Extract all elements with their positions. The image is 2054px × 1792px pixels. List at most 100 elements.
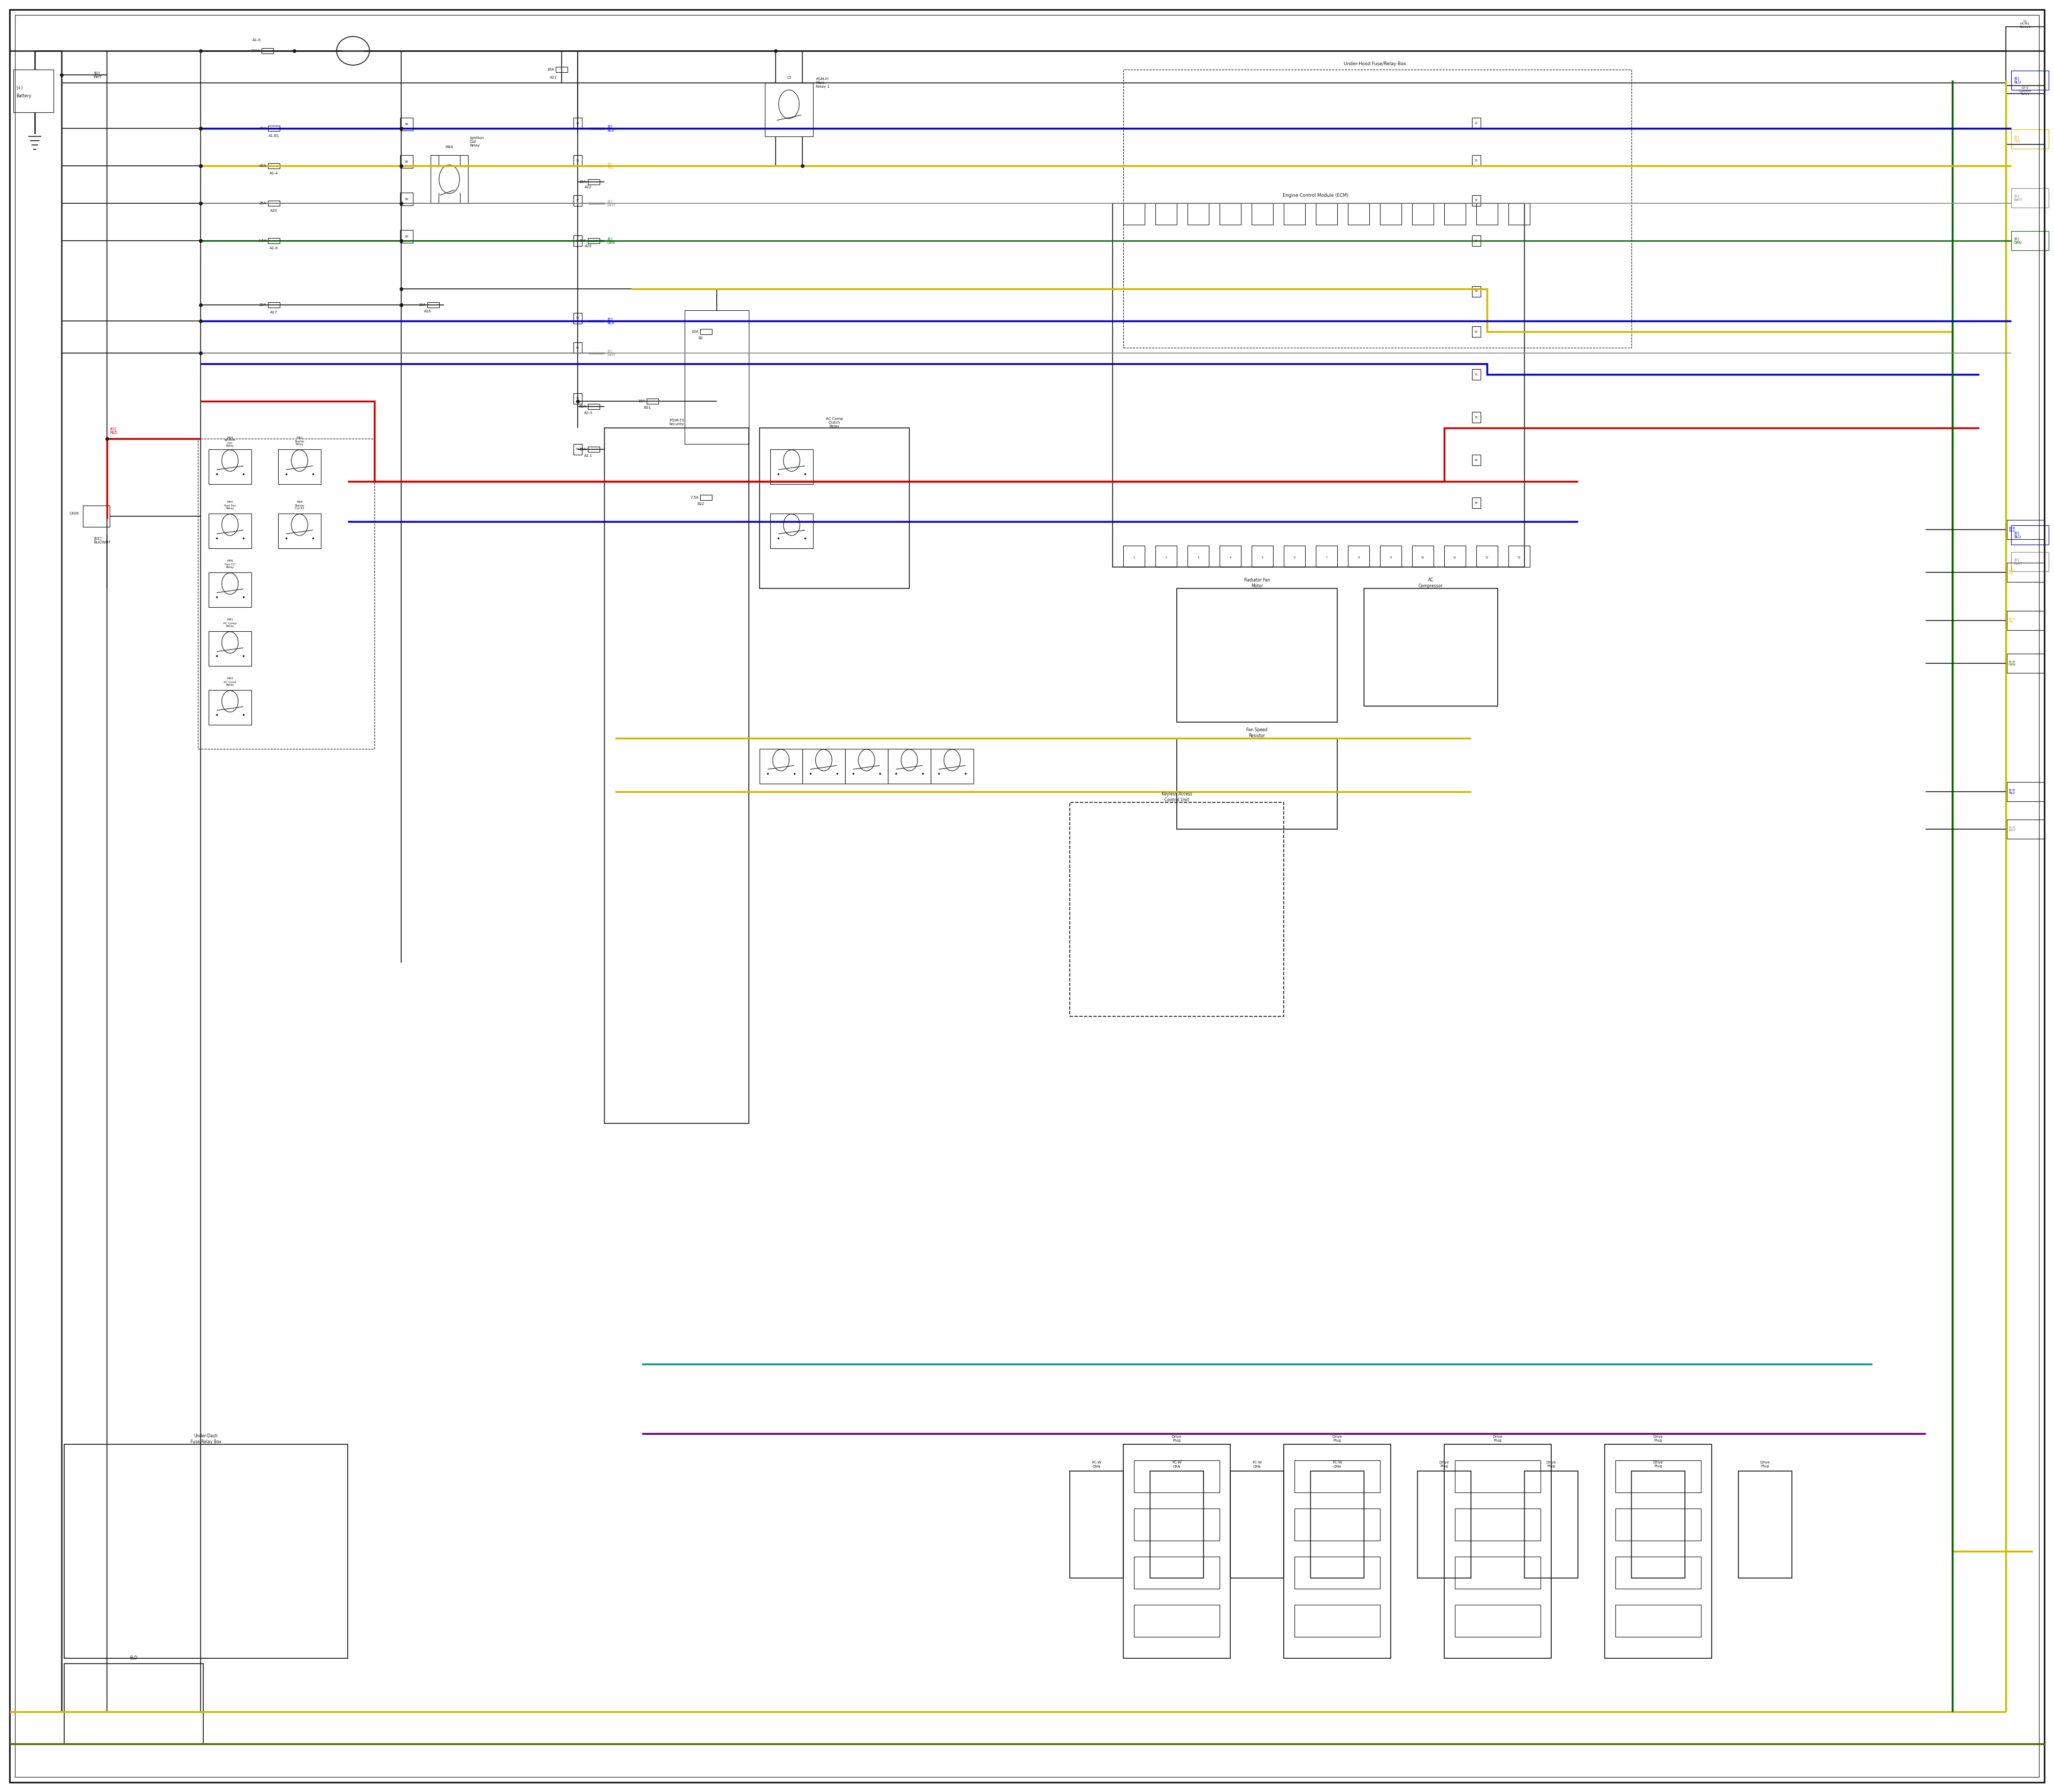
Text: 78: 78 (1475, 416, 1479, 419)
Bar (760, 428, 910, 588)
Bar (1154, 545, 1177, 566)
Text: ELD: ELD (129, 1656, 138, 1661)
Text: 10A: 10A (579, 238, 585, 242)
Text: 16A: 16A (546, 68, 555, 72)
Text: 60A: 60A (579, 405, 585, 409)
Text: Drive
Plug: Drive Plug (1760, 1460, 1771, 1468)
Text: M41: M41 (226, 618, 232, 620)
Bar (1284, 545, 1304, 566)
Bar (573, 195, 581, 206)
Bar (1614, 1509, 1701, 1541)
Text: Drive
Plug: Drive Plug (1653, 1460, 1664, 1468)
Text: A1-4: A1-4 (269, 172, 277, 176)
Text: [E]
WHT: [E] WHT (608, 349, 616, 357)
Text: 15A: 15A (579, 181, 585, 183)
Text: [E]
YEL: [E] YEL (608, 161, 614, 170)
Text: 10A: 10A (692, 330, 698, 333)
Text: IE-B
YEL: IE-B YEL (2009, 570, 2015, 575)
Bar (1444, 1444, 1551, 1658)
Bar (803, 749, 844, 783)
Bar (1230, 1471, 1284, 1579)
Bar (197, 439, 374, 749)
Bar (1477, 202, 1497, 224)
Text: 1.5A: 1.5A (259, 238, 267, 242)
Text: AC
Compressor: AC Compressor (1419, 577, 1444, 588)
Text: M46: M46 (226, 559, 232, 563)
Text: 37: 37 (575, 199, 579, 202)
Text: A22: A22 (585, 186, 592, 188)
Text: GT-S
Current
Relay: GT-S Current Relay (2019, 86, 2031, 95)
Bar (1508, 545, 1530, 566)
Text: Drive
Plug: Drive Plug (1493, 1435, 1504, 1443)
Text: 100A: 100A (251, 48, 261, 52)
Bar (267, 303, 279, 308)
Bar (1454, 1606, 1540, 1636)
Bar (1310, 1471, 1364, 1579)
Text: FC-W
CRN: FC-W CRN (1253, 1460, 1261, 1468)
Bar (700, 330, 713, 335)
Bar (277, 450, 320, 484)
Bar (1473, 235, 1481, 246)
Bar (1220, 202, 1241, 224)
Bar (1473, 369, 1481, 380)
Text: 45: 45 (575, 240, 579, 242)
Bar (1134, 1557, 1220, 1590)
Text: 25A: 25A (259, 202, 267, 204)
Text: 30: 30 (1475, 159, 1479, 161)
Text: 23: 23 (1475, 122, 1479, 124)
Text: Battery: Battery (16, 93, 31, 99)
Bar (1444, 202, 1467, 224)
Bar (887, 749, 930, 783)
Text: Drive
Plug: Drive Plug (1440, 1460, 1450, 1468)
Text: C406: C406 (70, 513, 80, 514)
Bar (1473, 455, 1481, 466)
Text: Drive
Plug: Drive Plug (1653, 1435, 1664, 1443)
Text: AC Cond
Relay: AC Cond Relay (224, 681, 236, 686)
Bar (573, 314, 581, 324)
Text: Ignition
Coil
Relay: Ignition Coil Relay (470, 136, 485, 147)
Text: S9: S9 (405, 159, 409, 163)
Bar (1317, 545, 1337, 566)
Bar (2011, 129, 2048, 149)
Text: IE-B
GRN: IE-B GRN (2009, 661, 2015, 667)
Bar (1614, 1557, 1701, 1590)
Bar (1364, 588, 1497, 706)
Bar (14, 70, 53, 113)
Text: A1-6: A1-6 (253, 38, 261, 41)
Bar (1070, 1471, 1124, 1579)
Bar (64, 1663, 203, 1744)
Text: L5: L5 (787, 75, 791, 79)
Text: A1-B1: A1-B1 (269, 134, 279, 138)
Bar (1631, 1471, 1684, 1579)
Bar (1473, 195, 1481, 206)
Bar (1444, 545, 1467, 566)
Bar (2007, 781, 2044, 801)
Text: M48: M48 (296, 500, 302, 504)
Bar (1154, 202, 1177, 224)
Bar (2011, 231, 2048, 251)
Bar (1124, 1444, 1230, 1658)
Bar (267, 125, 279, 131)
Text: M42: M42 (296, 435, 302, 439)
Text: 59: 59 (575, 317, 579, 319)
Text: Drive
Plug: Drive Plug (1333, 1435, 1341, 1443)
Bar (1220, 545, 1241, 566)
Bar (210, 631, 251, 667)
Text: Starter
Cut R1: Starter Cut R1 (294, 504, 304, 511)
Bar (770, 514, 813, 548)
Bar (427, 303, 440, 308)
Text: IE-B
WHT: IE-B WHT (2009, 826, 2017, 831)
Text: [EJ]
RED: [EJ] RED (109, 426, 117, 434)
Text: 62: 62 (1475, 330, 1479, 333)
Bar (1294, 1509, 1380, 1541)
Bar (210, 572, 251, 607)
Text: [E]
BLU: [E] BLU (2013, 530, 2021, 539)
Bar (401, 229, 413, 244)
Bar (2007, 819, 2044, 839)
Text: [EI]
WHT: [EI] WHT (94, 72, 103, 79)
Bar (1187, 545, 1210, 566)
Text: IE-B
BLU: IE-B BLU (2009, 527, 2015, 532)
Text: PGM-FI
Main
Relay 1: PGM-FI Main Relay 1 (815, 77, 830, 88)
Bar (2007, 563, 2044, 582)
Bar (2011, 552, 2048, 572)
